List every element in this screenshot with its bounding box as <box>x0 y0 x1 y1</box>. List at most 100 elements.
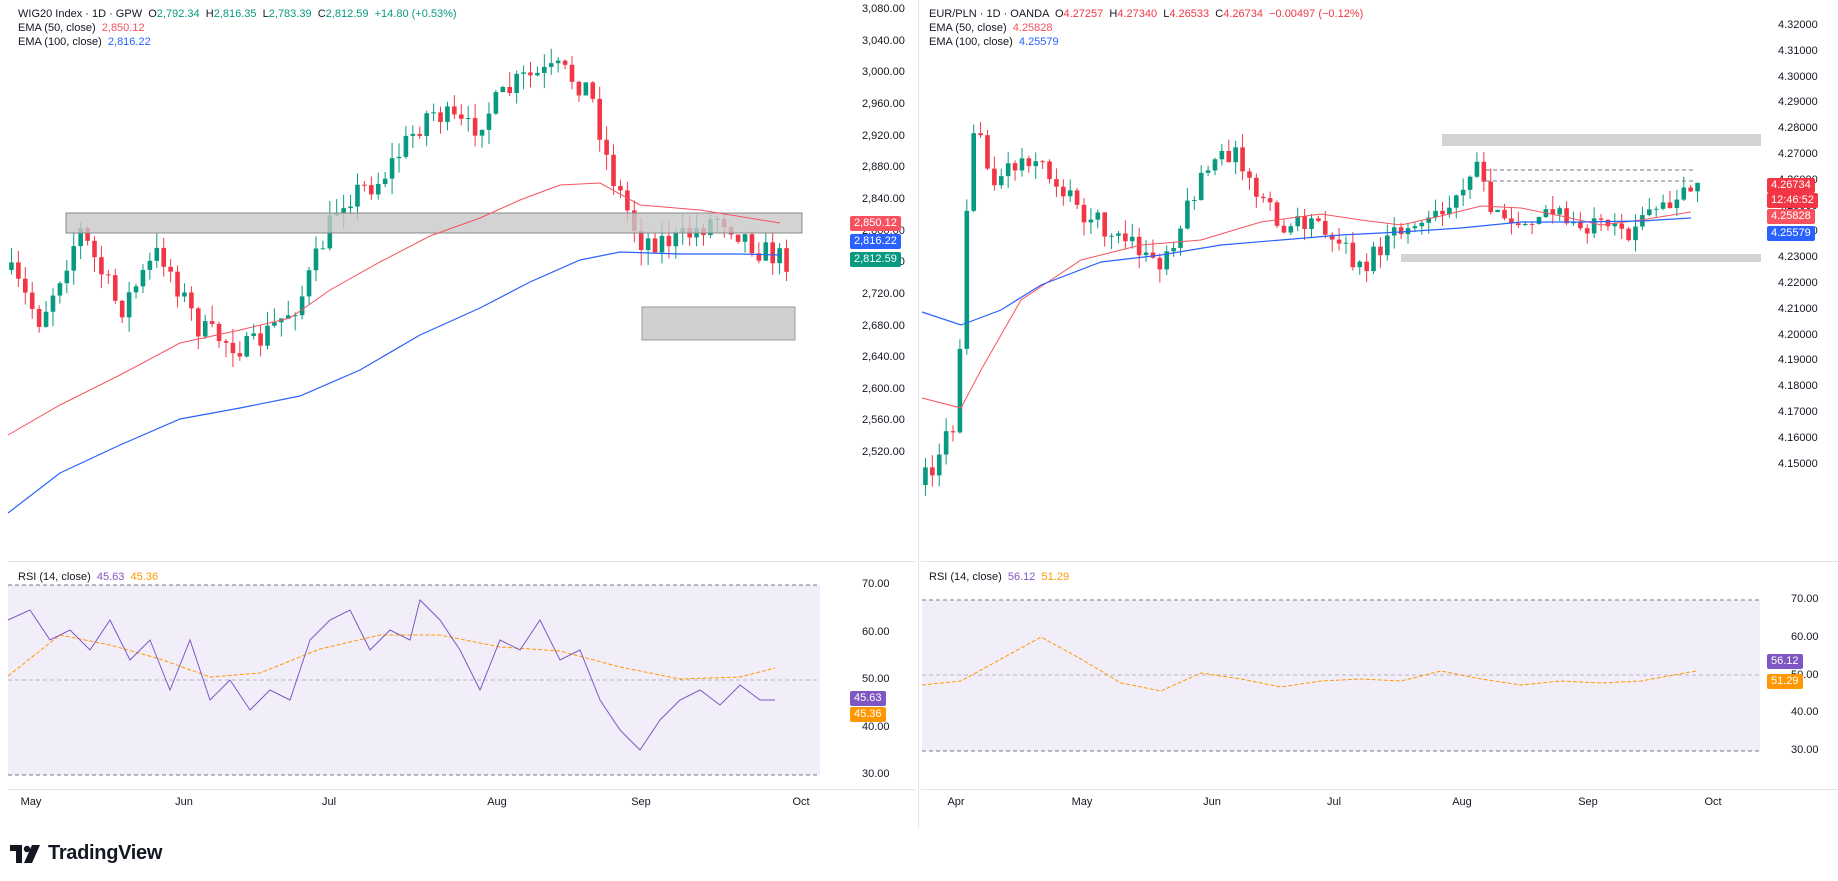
time-axis-label: Aug <box>487 796 507 808</box>
candle-body <box>341 208 346 214</box>
candle-body <box>1102 212 1107 237</box>
candle-body <box>1440 210 1445 215</box>
candle-body <box>964 210 970 349</box>
time-axis-label: Jun <box>1203 796 1221 808</box>
axis-tick-label: 30.00 <box>1791 744 1819 756</box>
right-ema50-label[interactable]: EMA (50, close) <box>929 22 1007 34</box>
right-symbol[interactable]: EUR/PLN · 1D · OANDA <box>929 8 1049 20</box>
time-axis-label: Aug <box>1452 796 1472 808</box>
left-ema100-tag: 2,816.22 <box>850 234 901 249</box>
left-ema100-line <box>7 251 781 514</box>
left-ema100-label[interactable]: EMA (100, close) <box>18 36 102 48</box>
candle-body <box>1646 209 1652 216</box>
left-symbol[interactable]: WIG20 Index · 1D · GPW <box>18 8 143 20</box>
left-rsi-label[interactable]: RSI (14, close) <box>18 571 91 583</box>
candle-body <box>978 133 983 136</box>
right-chart-pane[interactable]: EUR/PLN · 1D · OANDA O4.27257 H4.27340 L… <box>921 0 1838 830</box>
tradingview-logo[interactable]: TradingView <box>10 842 162 865</box>
right-price-axis[interactable]: 4.32000 4.31000 4.30000 4.29000 4.28000 4.270… <box>1761 0 1838 560</box>
time-axis-label: Jul <box>1326 796 1342 808</box>
axis-tick-label: 2,960.00 <box>862 97 905 110</box>
right-resistance-zone <box>1442 134 1761 146</box>
right-ema100-label[interactable]: EMA (100, close) <box>929 36 1013 48</box>
candle-body <box>272 322 277 326</box>
candle-body <box>140 269 146 287</box>
candle-body <box>230 342 236 354</box>
candle-body <box>1061 186 1066 197</box>
candle-body <box>438 112 443 122</box>
right-rsi-label[interactable]: RSI (14, close) <box>929 571 1002 583</box>
candle-body <box>92 240 97 258</box>
time-axis-label: Sep <box>631 796 651 808</box>
axis-tick-label: 4.28000 <box>1778 122 1818 135</box>
left-rsi-line <box>7 599 775 751</box>
left-resistance-zone <box>65 212 803 234</box>
candle-body <box>320 248 326 250</box>
left-rsi-ma-value: 45.36 <box>130 571 159 583</box>
candle-body <box>216 323 222 342</box>
right-change: −0.00497 (−0.12%) <box>1269 8 1364 20</box>
candle-body <box>1267 198 1273 203</box>
left-support-zone <box>641 306 796 341</box>
candle-body <box>1350 242 1356 268</box>
candle-body <box>770 242 775 264</box>
right-rsi-plot[interactable] <box>921 563 1761 788</box>
candle-body <box>1054 179 1059 187</box>
chart-split-divider[interactable] <box>918 0 919 828</box>
candle-body <box>182 292 187 297</box>
candle-body <box>85 228 90 241</box>
candle-body <box>1260 196 1266 199</box>
candle-body <box>535 72 540 76</box>
candle-body <box>1453 195 1459 208</box>
right-pane-separator[interactable] <box>921 561 1838 562</box>
candle-body <box>251 333 256 336</box>
candle-body <box>1460 189 1466 196</box>
right-ema100-tag: 4.25579 <box>1767 226 1815 241</box>
axis-tick-label: 2,560.00 <box>862 414 905 427</box>
candle-body <box>784 248 789 272</box>
left-price-axis[interactable]: 3,080.00 3,040.00 3,000.00 2,960.00 2,920.00… <box>840 0 915 560</box>
candle-body <box>64 270 70 284</box>
candle-body <box>1571 222 1576 224</box>
right-rsi-axis[interactable]: 70.00 60.00 50.00 40.00 30.00 <box>1761 563 1838 788</box>
candle-body <box>299 296 305 316</box>
left-rsi-plot[interactable] <box>0 563 840 788</box>
left-chart-pane[interactable]: WIG20 Index · 1D · GPW O2,792.34 H2,816.… <box>0 0 915 830</box>
left-rsi-value: 45.63 <box>96 571 125 583</box>
candle-body <box>1674 199 1680 209</box>
candle-body <box>1336 239 1342 244</box>
candle-body <box>452 106 457 115</box>
axis-tick-label: 40.00 <box>1791 706 1819 719</box>
candle-body <box>1626 228 1631 241</box>
right-price-plot[interactable] <box>921 0 1761 560</box>
candle-body <box>1584 228 1590 234</box>
candle-body <box>569 64 575 82</box>
candle-body <box>112 275 118 301</box>
candle-body <box>1364 261 1369 272</box>
candle-body <box>16 262 21 279</box>
candle-body <box>514 73 519 94</box>
candle-body <box>1033 161 1039 167</box>
candle-body <box>992 168 997 186</box>
candle-body <box>1171 248 1176 252</box>
candle-body <box>1088 219 1094 223</box>
time-axis-label: Apr <box>947 796 965 808</box>
candle-body <box>1143 252 1149 256</box>
candle-body <box>362 184 367 186</box>
axis-tick-label: 4.17000 <box>1778 406 1818 418</box>
right-time-axis[interactable]: Apr May Jun Jul Aug Sep Oct <box>921 796 1761 816</box>
left-pane-separator[interactable] <box>8 561 915 562</box>
candle-body <box>1357 261 1363 268</box>
candle-body <box>1026 158 1032 167</box>
left-rsi-axis[interactable]: 70.00 60.00 50.00 40.00 30.00 <box>840 563 915 788</box>
candle-body <box>777 248 782 264</box>
left-ema50-label[interactable]: EMA (50, close) <box>18 22 96 34</box>
left-time-axis[interactable]: May Jun Jul Aug Sep Oct <box>0 796 840 816</box>
left-price-plot[interactable] <box>0 0 840 560</box>
left-close: 2,812.59 <box>325 8 369 20</box>
right-rsi-band <box>922 600 1760 751</box>
axis-tick-label: 3,080.00 <box>862 3 905 15</box>
time-axis-label: Jun <box>175 796 193 808</box>
right-rsi-ma-tag: 51.29 <box>1767 674 1803 689</box>
candle-body <box>1605 219 1611 227</box>
